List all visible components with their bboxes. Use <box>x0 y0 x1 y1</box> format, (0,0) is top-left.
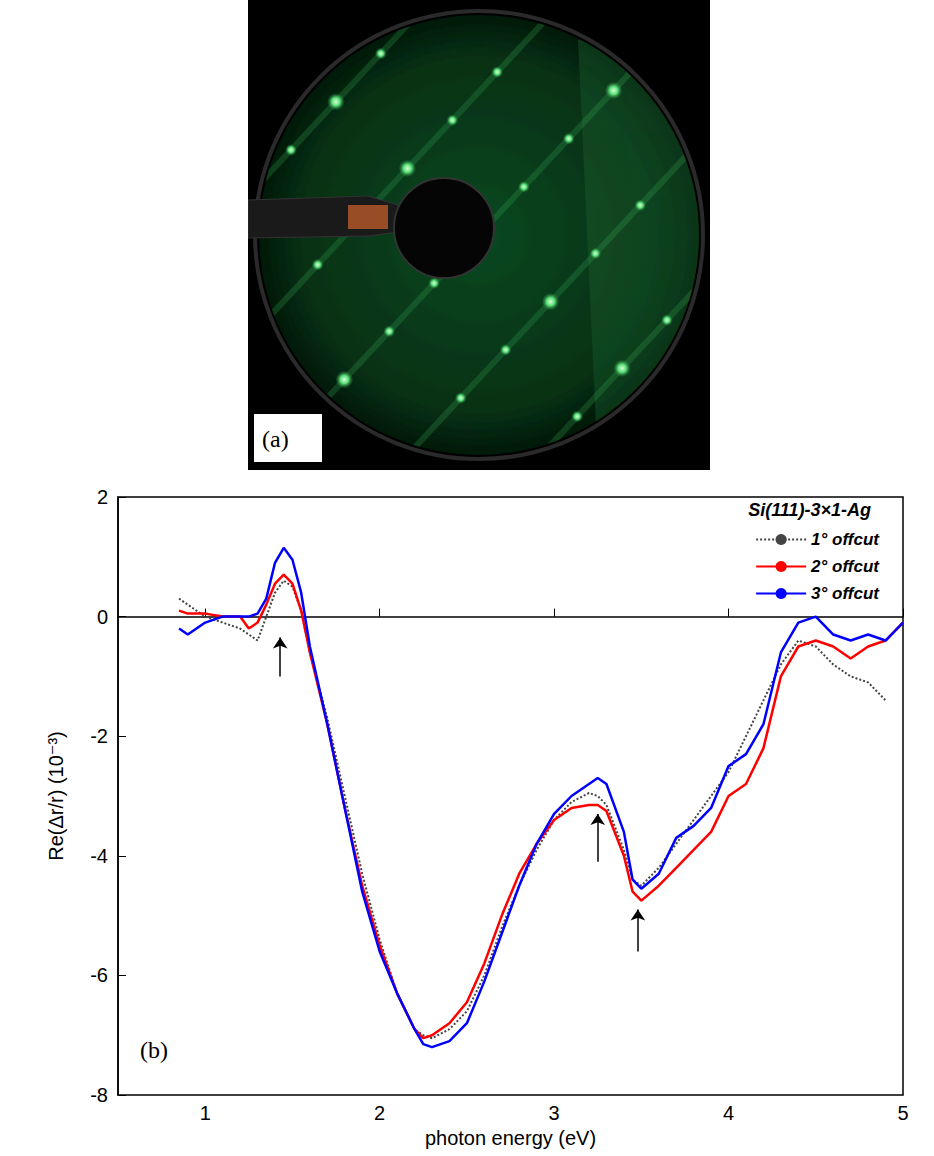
svg-text:2: 2 <box>374 1102 385 1124</box>
svg-text:-8: -8 <box>90 1084 108 1106</box>
svg-text:(a): (a) <box>262 426 289 452</box>
svg-text:photon energy (eV): photon energy (eV) <box>425 1127 596 1149</box>
svg-text:3° offcut: 3° offcut <box>811 584 880 603</box>
svg-text:1: 1 <box>200 1102 211 1124</box>
svg-text:0: 0 <box>97 606 108 628</box>
svg-text:Si(111)-3×1-Ag: Si(111)-3×1-Ag <box>748 500 871 520</box>
svg-text:3: 3 <box>549 1102 560 1124</box>
svg-text:-2: -2 <box>90 725 108 747</box>
svg-text:-4: -4 <box>90 845 108 867</box>
svg-text:1° offcut: 1° offcut <box>811 530 880 549</box>
svg-text:Re(Δr/r) (10⁻³): Re(Δr/r) (10⁻³) <box>45 731 67 860</box>
svg-text:2° offcut: 2° offcut <box>810 557 880 576</box>
svg-text:(b): (b) <box>140 1037 168 1063</box>
svg-text:5: 5 <box>897 1102 908 1124</box>
svg-text:4: 4 <box>723 1102 734 1124</box>
svg-text:2: 2 <box>97 486 108 508</box>
svg-text:-6: -6 <box>90 964 108 986</box>
